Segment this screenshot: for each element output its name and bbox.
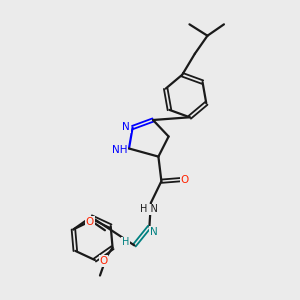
Text: O: O (100, 256, 108, 266)
Text: H: H (122, 237, 129, 248)
Text: NH: NH (112, 145, 127, 155)
Text: N: N (150, 227, 158, 237)
Text: H N: H N (140, 204, 158, 214)
Text: O: O (180, 175, 189, 185)
Text: O: O (86, 217, 94, 227)
Text: N: N (122, 122, 130, 132)
